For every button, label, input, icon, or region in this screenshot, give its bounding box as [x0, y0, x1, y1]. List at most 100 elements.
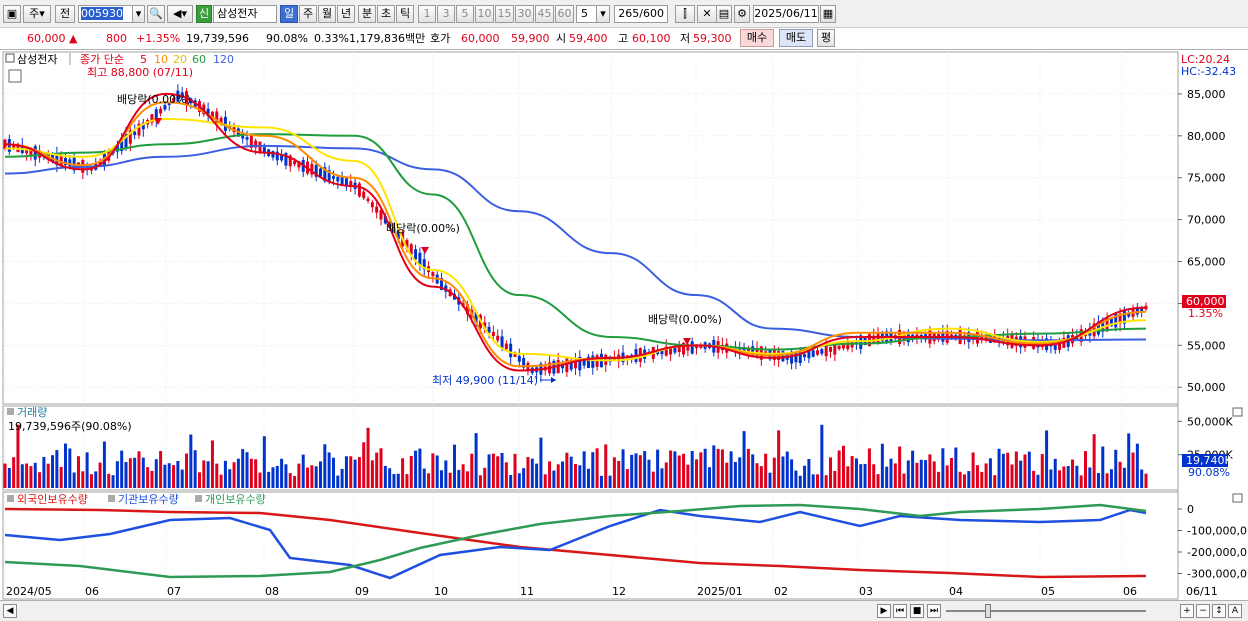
turnover-ratio: 0.33%	[314, 32, 349, 45]
month-label: 05	[1041, 585, 1055, 598]
crosshair-icon[interactable]: ✕	[697, 5, 717, 23]
volume-current-axis: 19,740K	[1186, 454, 1232, 467]
zoom-slider-handle[interactable]	[985, 604, 991, 618]
ma-line-10	[4, 101, 1147, 368]
open-label: 시	[556, 32, 567, 45]
type-button[interactable]: 전	[55, 5, 75, 23]
menu-button[interactable]: 주▾	[23, 5, 51, 23]
zoom-out-icon[interactable]: −	[1196, 604, 1210, 618]
stop-icon[interactable]: ■	[910, 604, 924, 618]
holding-tick-label: -300,000,0	[1187, 568, 1247, 581]
save-icon[interactable]: ▤	[716, 5, 732, 23]
foreign-holding-line	[4, 507, 1147, 579]
period-tab-year[interactable]: 년	[337, 5, 355, 23]
search-icon[interactable]: 🔍	[147, 5, 165, 23]
low-price: 59,300	[693, 32, 732, 45]
table-view-icon[interactable]	[8, 69, 22, 83]
zoom-in-icon[interactable]: +	[1180, 604, 1194, 618]
volume-tick-label: 50,000K	[1187, 415, 1233, 428]
auto-scale-icon[interactable]: A	[1228, 604, 1242, 618]
dividend-label-3: 배당락(0.00%)	[648, 313, 722, 326]
main-toolbar: ▣ 주▾ 전 005930 ▾ 🔍 ◀▾ 신 삼성전자 일 주 월 년 분 초 …	[0, 0, 1248, 28]
holding-panel-close-icon[interactable]	[1232, 493, 1243, 503]
current-price-tag	[1182, 295, 1226, 308]
scroll-last-icon[interactable]: ⏭	[927, 604, 941, 618]
month-label: 03	[859, 585, 873, 598]
month-label: 06	[85, 585, 99, 598]
dividend-label-1: 배당락(0.00%)	[117, 93, 191, 106]
candle-type-icon[interactable]: ⫿	[675, 5, 695, 23]
fit-icon[interactable]: ↕	[1212, 604, 1226, 618]
buy-button[interactable]: 매수	[740, 29, 774, 47]
stock-tag: 삼성전자	[17, 53, 57, 66]
month-label: 10	[434, 585, 448, 598]
current-price: 60,000	[27, 32, 66, 45]
price-tick-label: 80,000	[1187, 130, 1226, 143]
period-tab-minute[interactable]: 분	[358, 5, 376, 23]
price-tick-label: 55,000	[1187, 339, 1226, 352]
calendar-icon[interactable]: ▦	[820, 5, 836, 23]
scroll-left-icon[interactable]: ◀	[3, 604, 17, 618]
period-tab-second[interactable]: 초	[377, 5, 395, 23]
ma-legend-10: 10	[154, 53, 168, 66]
window-menu-icon[interactable]: ▣	[3, 5, 21, 23]
institution-holding-title: 기관보유수량	[118, 493, 179, 506]
volume-panel-close-icon[interactable]	[1232, 407, 1243, 417]
interval-60[interactable]: 60	[555, 5, 574, 23]
month-label: 02	[774, 585, 788, 598]
interval-45[interactable]: 45	[535, 5, 554, 23]
month-label: 2024/05	[6, 585, 52, 598]
lc-label: LC:20.24	[1181, 53, 1230, 66]
month-label: 09	[355, 585, 369, 598]
price-tick-label: 75,000	[1187, 172, 1226, 185]
dividend-label-2: 배당락(0.00%)	[386, 222, 460, 235]
interval-15[interactable]: 15	[495, 5, 514, 23]
ma-line-20	[4, 118, 1147, 362]
period-tab-tick[interactable]: 틱	[396, 5, 414, 23]
hc-label: HC:-32.43	[1181, 65, 1236, 78]
code-dropdown-icon[interactable]: ▾	[132, 5, 145, 23]
interval-5[interactable]: 5	[456, 5, 474, 23]
price-tick-label: 50,000	[1187, 381, 1226, 394]
current-price-axis: 60,000	[1186, 295, 1225, 308]
chart-area[interactable]: 85,000 80,000 75,000 70,000 65,000 60,000 55,0…	[0, 50, 1248, 600]
sound-icon[interactable]: ◀▾	[167, 5, 193, 23]
data-count-input[interactable]: 265/600	[614, 5, 668, 23]
volume-value: 19,739,596	[186, 32, 249, 45]
eval-button[interactable]: 평	[817, 29, 835, 47]
interval-30[interactable]: 30	[515, 5, 534, 23]
sell-button[interactable]: 매도	[779, 29, 813, 47]
price-tick-label: 85,000	[1187, 88, 1226, 101]
change-percent: +1.35%	[136, 32, 181, 45]
scroll-first-icon[interactable]: ⏮	[893, 604, 907, 618]
institution-holding-line	[4, 508, 1147, 580]
month-label: 06	[1123, 585, 1137, 598]
settings-gear-icon[interactable]: ⚙	[734, 5, 750, 23]
ma-legend-5: 5	[140, 53, 147, 66]
ask-label: 호가	[430, 32, 451, 45]
interval-dropdown-icon[interactable]: ▾	[596, 5, 610, 23]
open-price: 59,400	[569, 32, 608, 45]
month-label: 04	[949, 585, 963, 598]
period-tab-day[interactable]: 일	[280, 5, 298, 23]
dividend-marker-icon-2	[421, 247, 429, 254]
scroll-right-icon[interactable]: ▶	[877, 604, 891, 618]
interval-3[interactable]: 3	[437, 5, 455, 23]
date-input[interactable]: 2025/06/11	[753, 5, 819, 23]
volume-title: 거래량	[17, 406, 47, 419]
zoom-slider-track[interactable]	[946, 610, 1146, 612]
period-tab-week[interactable]: 주	[299, 5, 317, 23]
volume-pct-axis: 90.08%	[1188, 466, 1230, 479]
stock-code-input[interactable]: 005930	[78, 5, 144, 23]
bottom-scrollbar[interactable]: ◀ ▶ ⏮ ■ ⏭ + − ↕ A	[0, 600, 1248, 621]
holding-panel	[2, 491, 1179, 600]
interval-1[interactable]: 1	[418, 5, 436, 23]
interval-10[interactable]: 10	[475, 5, 494, 23]
month-label: 07	[167, 585, 181, 598]
individual-holding-title: 개인보유수량	[205, 493, 266, 506]
period-tab-month[interactable]: 월	[318, 5, 336, 23]
ma-line-120	[4, 144, 1147, 342]
holding-tick-label: 0	[1187, 503, 1194, 516]
stock-name-field[interactable]: 삼성전자	[213, 5, 277, 23]
high-price: 60,100	[632, 32, 671, 45]
